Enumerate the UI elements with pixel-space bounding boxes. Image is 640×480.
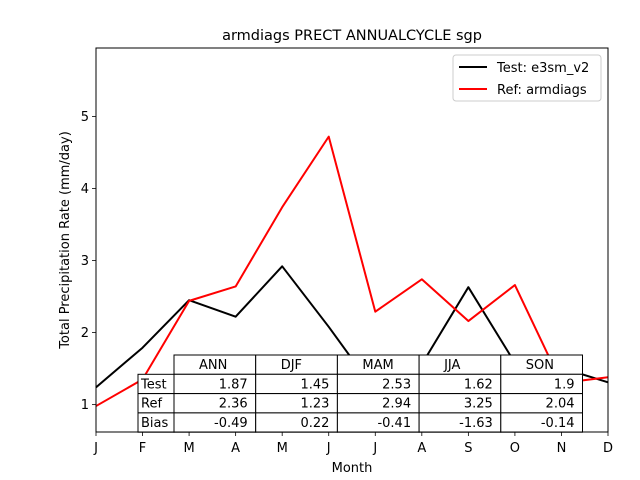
table-cell-value: -0.41 — [377, 416, 411, 431]
x-tick-label: M — [277, 441, 288, 456]
x-tick-label: J — [93, 441, 98, 456]
x-tick-label: M — [183, 441, 194, 456]
table-cell-value: 2.36 — [219, 397, 248, 412]
legend-box — [452, 54, 602, 102]
x-tick-label: D — [603, 441, 613, 456]
x-tick-label: J — [372, 441, 377, 456]
table-header-label: ANN — [199, 358, 227, 373]
y-tick-label: 5 — [81, 110, 89, 125]
table-cell-value: 2.94 — [382, 397, 411, 412]
legend-label: Ref: armdiags — [497, 83, 587, 98]
x-axis-label: Month — [332, 461, 373, 476]
table-cell-value: 3.25 — [464, 397, 493, 412]
table-cell-value: 1.9 — [554, 377, 575, 392]
x-tick-label: A — [231, 441, 240, 456]
x-tick-label: N — [557, 441, 567, 456]
table-cell-value: 1.62 — [464, 377, 493, 392]
table-cell-value: 0.22 — [300, 416, 329, 431]
y-tick-label: 4 — [81, 182, 89, 197]
x-tick-label: A — [417, 441, 426, 456]
table-row-label: Ref — [141, 397, 162, 412]
stats-table: ANN DJF MAM JJA SON Test 1.87 1.45 2.53 1.62 1.9 Re… — [137, 354, 583, 433]
table-row-label: Test — [140, 377, 167, 392]
y-axis-label: Total Precipitation Rate (mm/day) — [58, 131, 73, 350]
legend: Test: e3sm_v2 Ref: armdiags — [452, 54, 602, 102]
chart-title: armdiags PRECT ANNUALCYCLE sgp — [222, 28, 482, 44]
x-tick-label: J — [326, 441, 331, 456]
x-tick-label: S — [464, 441, 472, 456]
legend-label: Test: e3sm_v2 — [496, 61, 589, 76]
x-tick-label: O — [510, 441, 520, 456]
table-cell-value: 1.87 — [219, 377, 248, 392]
y-tick-label: 2 — [81, 326, 89, 341]
series-line-1 — [95, 135, 609, 407]
table-header-label: JJA — [443, 358, 460, 373]
y-axis-ticks: 1 2 3 4 5 — [81, 110, 96, 413]
table-header-label: MAM — [362, 358, 393, 373]
x-tick-label: F — [139, 441, 146, 456]
table-header-label: SON — [526, 358, 554, 373]
table-header-label: DJF — [281, 358, 302, 373]
table-cell-value: 2.53 — [382, 377, 411, 392]
table-cell-value: 2.04 — [546, 397, 575, 412]
plot-frame — [95, 47, 609, 433]
y-tick-label: 1 — [81, 398, 89, 413]
table-cell-value: 1.45 — [300, 377, 329, 392]
table-cell-value: -0.14 — [541, 416, 575, 431]
table-cell-value: 1.23 — [300, 397, 329, 412]
y-tick-label: 3 — [81, 254, 89, 269]
table-cell-value: -0.49 — [214, 416, 248, 431]
table-cell-value: -1.63 — [459, 416, 493, 431]
table-row-label: Bias — [141, 416, 168, 431]
